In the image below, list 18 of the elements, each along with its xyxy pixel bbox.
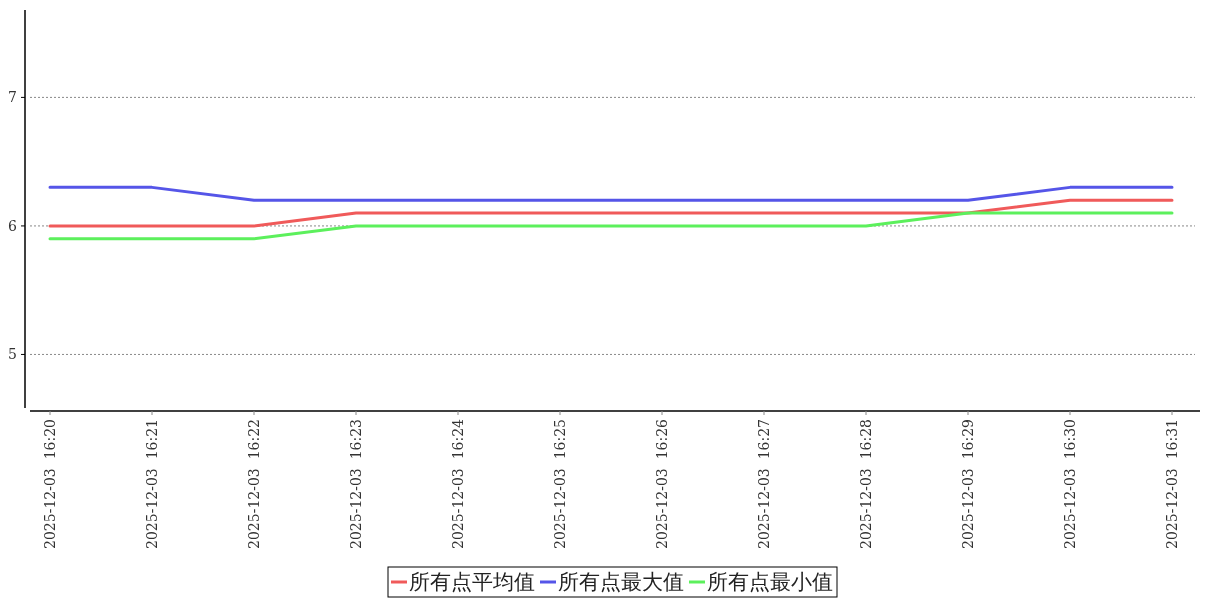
- x-tick-label: 2025-12-03 16:28: [858, 419, 874, 549]
- y-tick-label: 7: [8, 89, 17, 106]
- x-tick-label: 2025-12-03 16:22: [246, 419, 262, 549]
- x-tick-label: 2025-12-03 16:30: [1062, 419, 1078, 549]
- legend-label: 所有点最大值: [558, 570, 684, 594]
- x-tick-label: 2025-12-03 16:23: [348, 419, 364, 549]
- x-tick-label: 2025-12-03 16:27: [756, 419, 772, 549]
- x-tick-label: 2025-12-03 16:26: [654, 418, 670, 549]
- x-tick-label: 2025-12-03 16:25: [552, 419, 568, 549]
- x-tick-label: 2025-12-03 16:31: [1164, 419, 1180, 549]
- x-tick-label: 2025-12-03 16:21: [144, 419, 160, 549]
- y-tick-label: 6: [8, 217, 18, 234]
- x-tick-label: 2025-12-03 16:24: [450, 418, 466, 549]
- legend-label: 所有点平均值: [409, 570, 535, 594]
- legend-label: 所有点最小值: [707, 570, 833, 594]
- x-tick-label: 2025-12-03 16:20: [42, 419, 58, 549]
- x-tick-label: 2025-12-03 16:29: [960, 419, 976, 549]
- y-tick-label: 5: [8, 346, 17, 363]
